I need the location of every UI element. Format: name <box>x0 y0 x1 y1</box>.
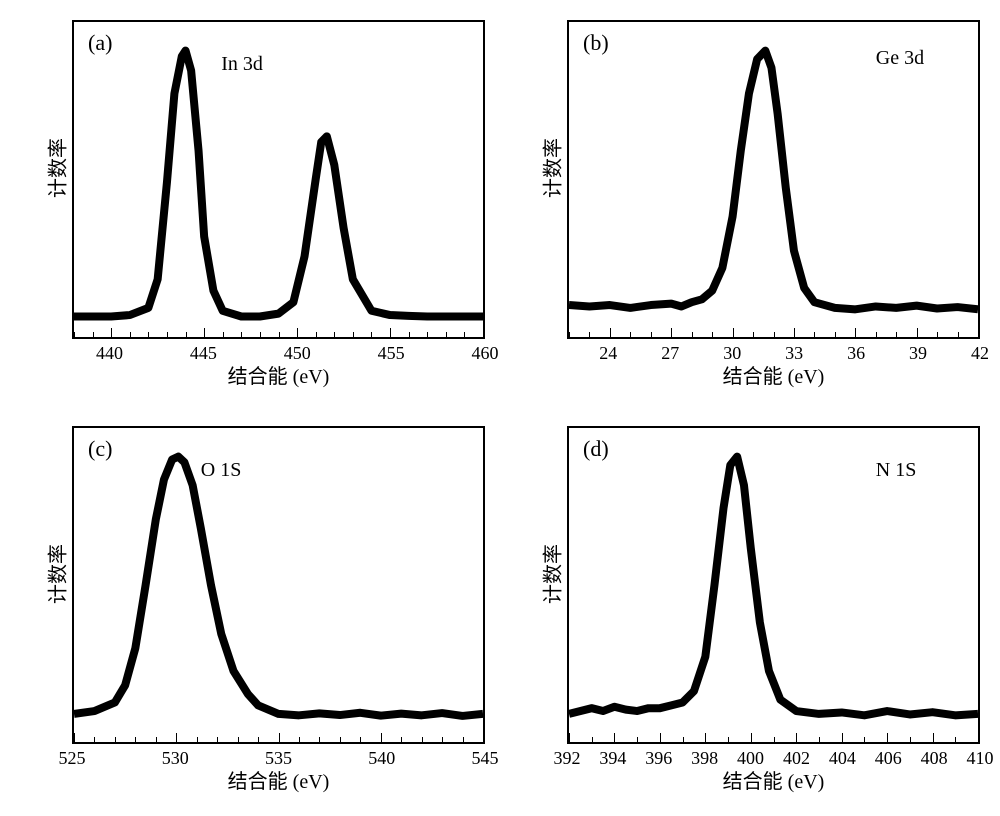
curve-b <box>569 22 978 337</box>
figure-grid: 计数率 (a) In 3d 440445450455460 结合能 (eV) 计… <box>20 20 980 796</box>
panel-b: 计数率 (b) Ge 3d 24273033363942 结合能 (eV) <box>515 20 980 391</box>
plotframe-a: (a) In 3d <box>72 20 485 339</box>
plotframe-c: (c) O 1S <box>72 426 485 745</box>
xlabel-b: 结合能 (eV) <box>567 360 980 389</box>
panel-a: 计数率 (a) In 3d 440445450455460 结合能 (eV) <box>20 20 485 391</box>
xlabel-c: 结合能 (eV) <box>72 765 485 794</box>
panel-d: 计数率 (d) N 1S 392394396398400402404406408… <box>515 426 980 797</box>
ylabel-a: 计数率 <box>42 138 71 198</box>
ylabel-d: 计数率 <box>537 544 566 604</box>
curve-d <box>569 428 978 743</box>
xlabel-a: 结合能 (eV) <box>72 360 485 389</box>
plotframe-d: (d) N 1S <box>567 426 980 745</box>
panel-c: 计数率 (c) O 1S 525530535540545 结合能 (eV) <box>20 426 485 797</box>
curve-a <box>74 22 483 337</box>
curve-c <box>74 428 483 743</box>
plotframe-b: (b) Ge 3d <box>567 20 980 339</box>
ylabel-c: 计数率 <box>42 544 71 604</box>
ylabel-b: 计数率 <box>537 138 566 198</box>
xlabel-d: 结合能 (eV) <box>567 765 980 794</box>
